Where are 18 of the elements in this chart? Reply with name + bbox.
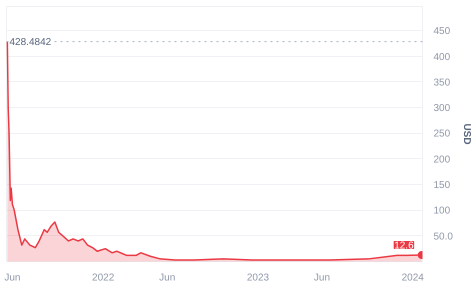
y-tick-label: 350 — [434, 77, 451, 88]
y-tick-label: 50.0 — [434, 231, 454, 242]
y-tick-label: 400 — [434, 52, 451, 63]
y-tick-label: 150 — [434, 180, 451, 192]
y-tick-label: 100 — [434, 206, 451, 217]
y-tick-label: 250 — [434, 128, 451, 140]
x-tick-label: 2023 — [246, 272, 270, 284]
y-tick-label: 450 — [434, 26, 451, 38]
y-tick-label: 200 — [434, 154, 451, 166]
y-axis-title: USD — [460, 123, 472, 145]
x-tick-label: Jun — [4, 272, 20, 284]
annotation: 12.6 — [394, 240, 414, 252]
x-tick-label: 2022 — [92, 272, 115, 284]
x-tick-label: Jun — [159, 272, 176, 284]
y-tick-label: 300 — [434, 103, 451, 114]
ref-line-label: 428.4842 — [10, 37, 52, 48]
x-tick-label: 2024 — [402, 272, 424, 284]
x-tick-label: Jun — [314, 272, 330, 284]
